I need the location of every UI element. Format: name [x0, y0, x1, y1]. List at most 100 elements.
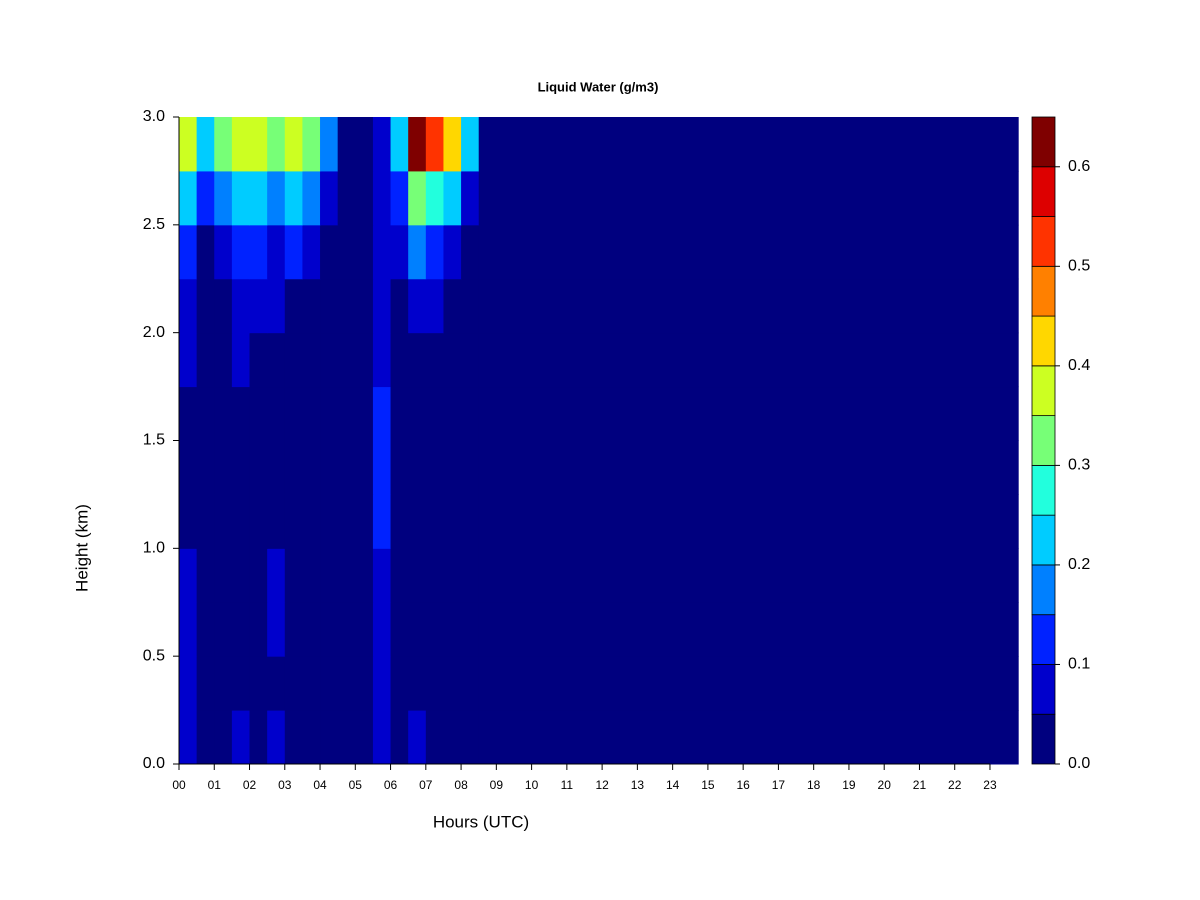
contour-cell [337, 548, 356, 603]
contour-cell [231, 117, 251, 172]
contour-cell [443, 117, 462, 172]
contour-cell [425, 656, 444, 711]
colorbar-segment [1031, 365, 1056, 417]
contour-cell [337, 224, 356, 280]
contour-cell [284, 494, 303, 549]
contour-cell [461, 386, 480, 441]
contour-cell [425, 224, 444, 280]
contour-cell [390, 548, 409, 603]
contour-cell [179, 710, 198, 765]
contour-cell [249, 602, 268, 657]
contour-cell [337, 386, 356, 441]
x-tick-label: 17 [772, 778, 786, 792]
contour-cell [372, 278, 392, 334]
contour-cell [196, 332, 215, 388]
contour-cell [214, 117, 233, 172]
contour-cell [249, 117, 268, 172]
contour-cell [408, 494, 427, 549]
contour-cell [408, 117, 427, 172]
contour-cell [196, 710, 215, 765]
contour-cell [231, 548, 251, 603]
contour-cell [214, 548, 233, 603]
colorbar-segment [1031, 564, 1056, 616]
contour-cell [408, 548, 427, 603]
contour-cell [284, 170, 303, 226]
contour-cell [372, 170, 392, 226]
contour-cell [196, 170, 215, 226]
contour-cell [478, 332, 1019, 388]
x-tick-label: 06 [384, 778, 398, 792]
x-tick-label: 12 [595, 778, 609, 792]
contour-cell [249, 224, 268, 280]
contour-cell [337, 332, 356, 388]
y-tick-label: 2.0 [143, 324, 165, 341]
contour-cell [231, 332, 251, 388]
colorbar-segment [1031, 216, 1056, 267]
contour-cell [372, 494, 392, 549]
contour-cell [302, 440, 321, 495]
contour-cell [267, 602, 286, 657]
contour-cell [284, 656, 303, 711]
colorbar-tick-label: 0.2 [1068, 556, 1090, 573]
contour-cell [214, 710, 233, 765]
contour-cell [425, 710, 444, 765]
contour-cell [408, 332, 427, 388]
contour-cell [320, 170, 339, 226]
contour-cell [231, 494, 251, 549]
contour-cell [355, 224, 374, 280]
contour-cell [284, 710, 303, 765]
contour-cell [337, 170, 356, 226]
contour-cell [390, 494, 409, 549]
x-tick-label: 05 [349, 778, 363, 792]
contour-cell [408, 602, 427, 657]
x-tick-label: 22 [948, 778, 962, 792]
contour-cell [249, 548, 268, 603]
contour-cell [196, 602, 215, 657]
x-tick-label: 23 [983, 778, 997, 792]
x-tick-label: 03 [278, 778, 292, 792]
contour-cell [478, 117, 1019, 172]
contour-cell [179, 386, 198, 441]
x-tick-label: 11 [561, 778, 574, 792]
contour-cell [461, 602, 480, 657]
contour-cell [355, 117, 374, 172]
x-tick-label: 04 [313, 778, 327, 792]
contour-cell [372, 224, 392, 280]
contour-cell [372, 332, 392, 388]
contour-cell [267, 170, 286, 226]
colorbar-segment [1031, 116, 1056, 168]
contour-cell [461, 170, 480, 226]
contour-cell [355, 386, 374, 441]
contour-cell [214, 332, 233, 388]
contour-cell [196, 386, 215, 441]
contour-cell [302, 494, 321, 549]
contour-cell [267, 656, 286, 711]
colorbar-tick-label: 0.3 [1068, 457, 1090, 474]
contour-cell [355, 656, 374, 711]
contour-cell [179, 117, 198, 172]
contour-cell [425, 440, 444, 495]
contour-cell [478, 548, 1019, 603]
colorbar-tick-label: 0.0 [1068, 755, 1090, 772]
colorbar-segment [1031, 166, 1056, 217]
contour-cell [179, 440, 198, 495]
colorbar-tick-label: 0.6 [1068, 158, 1090, 175]
contour-cell [478, 386, 1019, 441]
contour-cell [372, 602, 392, 657]
contour-cell [337, 117, 356, 172]
contour-cell [337, 656, 356, 711]
contour-cell [425, 332, 444, 388]
contour-cell [320, 440, 339, 495]
contour-cell [214, 494, 233, 549]
contour-cell [249, 440, 268, 495]
x-axis-label: Hours (UTC) [433, 812, 529, 831]
contour-cell [196, 224, 215, 280]
contour-cell [214, 602, 233, 657]
contour-cell [408, 278, 427, 334]
contour-cell [390, 710, 409, 765]
contour-cell [320, 494, 339, 549]
contour-cell [196, 548, 215, 603]
contour-cell [372, 117, 392, 172]
contour-cell [478, 494, 1019, 549]
contour-cell [231, 278, 251, 334]
